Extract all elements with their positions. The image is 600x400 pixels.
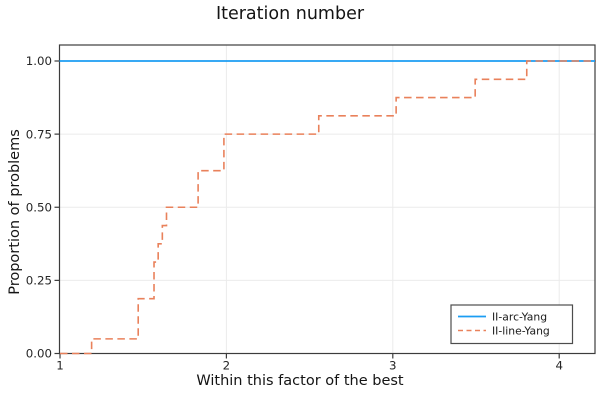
y-tick-label: 0.00	[26, 347, 52, 361]
y-tick-label: 0.75	[26, 127, 52, 141]
y-axis-label: Proportion of problems	[7, 129, 23, 295]
y-tick-label: 0.50	[26, 200, 52, 214]
legend-box	[450, 304, 574, 345]
x-tick-label: 3	[389, 359, 397, 373]
x-axis-label: Within this factor of the best	[196, 373, 404, 389]
legend-label-ii-line-yang: II-line-Yang	[492, 324, 550, 337]
series-line-ii-line-yang	[60, 60, 596, 355]
y-tick-label: 0.25	[26, 274, 52, 288]
plot-frame	[58, 44, 596, 355]
x-tick-label: 4	[555, 359, 563, 373]
y-tick-label: 1.00	[26, 54, 52, 68]
x-tick-label: 2	[223, 359, 231, 373]
legend-label-ii-arc-yang: II-arc-Yang	[492, 310, 547, 323]
chart-title: Iteration number	[215, 4, 365, 24]
x-tick-label: 1	[56, 359, 64, 373]
